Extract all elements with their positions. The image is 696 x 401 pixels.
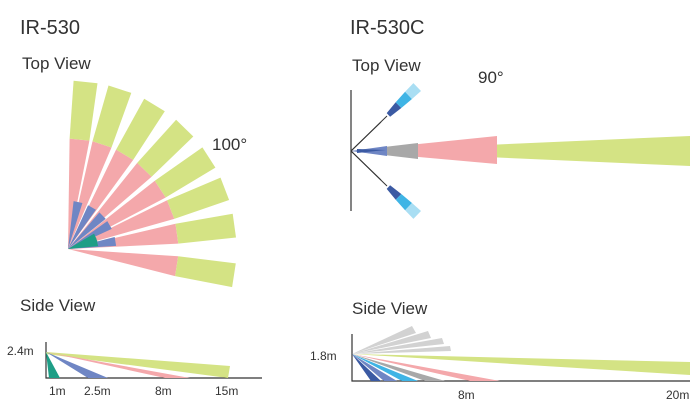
right-side-up-beam-1	[352, 326, 416, 354]
right-top-view-diagram	[350, 83, 690, 219]
left-side-beam-1m	[46, 352, 60, 378]
right-lower-beam-far	[405, 203, 421, 219]
left-inner-beam-1	[68, 201, 83, 249]
right-upper-beam-far	[405, 83, 421, 99]
right-lower-beam-inner	[386, 185, 402, 200]
right-side-beam-blue	[352, 354, 397, 381]
right-upper-beam-outline-b	[350, 121, 382, 152]
right-lower-beam-mid	[395, 194, 412, 211]
left-beam-2-far	[92, 85, 132, 148]
right-main-beam-long	[351, 136, 690, 166]
left-top-view-angle: 100°	[212, 135, 247, 154]
left-model-title: IR-530	[20, 17, 80, 39]
right-main-beam-core	[357, 149, 386, 153]
left-inner-beam-4	[68, 221, 112, 249]
left-beam-1-far	[69, 80, 98, 141]
left-side-distance-1m: 1m	[49, 384, 66, 398]
right-side-distance-20m: 20m	[666, 388, 689, 401]
left-beam-6-far	[167, 177, 230, 219]
left-beam-5-far	[154, 147, 216, 198]
left-inner-beam-3	[68, 212, 106, 249]
left-side-distance-15m: 15m	[215, 384, 238, 398]
left-beam-7-far	[175, 213, 236, 244]
left-beam-8-far	[175, 256, 236, 288]
left-side-distance-2-5m: 2.5m	[84, 384, 111, 398]
left-beam-4-far	[137, 119, 194, 177]
right-side-view-label: Side View	[352, 299, 428, 318]
right-side-up-beam-3	[352, 338, 444, 354]
left-side-view-diagram	[45, 342, 262, 379]
left-side-beam-2-5m	[46, 352, 108, 378]
right-lower-beam-outline-b	[350, 150, 382, 181]
right-side-view-diagram	[351, 326, 690, 382]
right-model-title: IR-530C	[350, 17, 424, 39]
left-beam-8-near	[68, 249, 179, 277]
left-inner-teal-beam-1	[68, 233, 98, 249]
right-side-distance-8m: 8m	[458, 388, 475, 401]
right-side-up-beam-2	[352, 331, 431, 354]
left-top-view-label: Top View	[22, 54, 91, 73]
right-side-beam-cyan	[352, 354, 418, 381]
left-beam-3-far	[116, 98, 165, 160]
left-side-height-label: 2.4m	[7, 344, 34, 358]
right-side-beam-navy	[352, 354, 381, 381]
left-inner-teal-beam-2	[68, 237, 99, 249]
right-side-view-axes	[351, 334, 690, 382]
right-side-beam-gray	[352, 354, 445, 381]
right-top-view-angle: 90°	[478, 68, 504, 87]
left-beam-2-near	[68, 141, 112, 249]
right-upper-beam-inner	[386, 102, 402, 117]
right-side-beam-20m	[352, 354, 690, 375]
right-top-view-label: Top View	[352, 56, 421, 75]
right-upper-beam-mid	[395, 91, 412, 108]
right-main-beam-mid	[351, 136, 497, 164]
right-side-up-beam-4	[352, 346, 451, 354]
left-top-view-fan	[68, 80, 236, 288]
right-side-beam-8m	[352, 354, 500, 381]
left-inner-beam-2	[68, 205, 96, 249]
left-side-beam-8m	[46, 352, 190, 378]
left-side-beam-15m	[46, 352, 230, 378]
left-side-distance-8m: 8m	[155, 384, 172, 398]
right-side-height-label: 1.8m	[310, 349, 337, 363]
left-side-view-label: Side View	[20, 296, 96, 315]
